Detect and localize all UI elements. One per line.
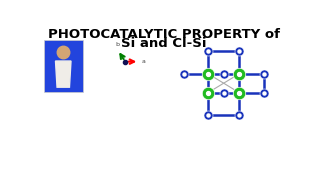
Text: PHOTOCATALYTIC PROPERTY of: PHOTOCATALYTIC PROPERTY of <box>48 28 280 41</box>
Bar <box>44 40 83 93</box>
Text: Si and Cl-Si: Si and Cl-Si <box>121 37 207 50</box>
Polygon shape <box>55 61 71 87</box>
Text: b: b <box>115 42 119 47</box>
Text: a: a <box>141 59 145 64</box>
